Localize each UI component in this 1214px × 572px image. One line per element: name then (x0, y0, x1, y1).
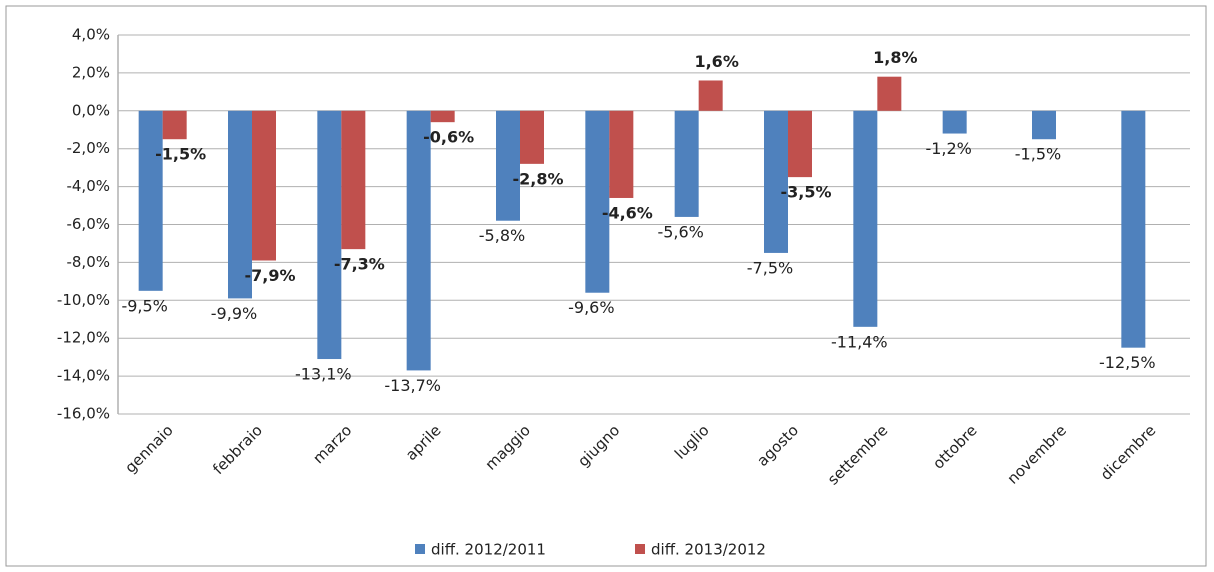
data-label: -3,5% (780, 183, 831, 202)
data-label: -9,5% (121, 296, 167, 315)
bar (520, 110, 544, 164)
data-label: -2,8% (512, 169, 563, 188)
data-label: -5,8% (479, 226, 525, 245)
bar (496, 110, 520, 221)
y-tick-label: -14,0% (57, 367, 110, 385)
data-label: -12,5% (1099, 353, 1156, 372)
data-label: 1,6% (694, 52, 738, 71)
data-label: -11,4% (831, 332, 888, 351)
bar (853, 110, 878, 327)
data-label: -1,5% (1015, 145, 1061, 164)
data-label: -1,2% (925, 139, 971, 158)
bar (1121, 110, 1146, 348)
bar (406, 110, 431, 371)
bar (674, 110, 699, 217)
data-label: -1,5% (155, 145, 206, 164)
y-tick-label: 0,0% (72, 101, 110, 119)
bar (430, 110, 455, 123)
bar (1032, 110, 1056, 140)
bar (252, 110, 276, 261)
y-tick-label: -12,0% (57, 329, 110, 347)
data-label: -4,6% (602, 203, 653, 222)
data-label: -7,9% (244, 266, 295, 285)
data-label: -5,6% (657, 222, 703, 241)
legend-label: diff. 2012/2011 (431, 541, 546, 559)
bar (341, 110, 366, 250)
y-tick-label: 4,0% (72, 26, 110, 44)
y-tick-label: 2,0% (72, 63, 110, 81)
bar (788, 110, 812, 178)
data-label: -13,1% (295, 365, 352, 384)
data-label: -0,6% (423, 128, 474, 147)
y-tick-label: -10,0% (57, 291, 110, 309)
bar (162, 110, 187, 140)
data-label: -9,6% (568, 298, 614, 317)
bar (877, 76, 902, 111)
bar (228, 110, 252, 299)
bar (138, 110, 163, 291)
bar (698, 80, 723, 111)
y-tick-label: -6,0% (66, 215, 110, 233)
data-label: -7,3% (334, 255, 385, 274)
bar (764, 110, 788, 253)
bar (317, 110, 342, 360)
data-label: -13,7% (384, 376, 441, 395)
bar (585, 110, 610, 293)
legend-swatch (635, 544, 645, 554)
y-tick-label: -2,0% (66, 139, 110, 157)
bar (942, 110, 967, 134)
y-tick-label: -8,0% (66, 253, 110, 271)
legend-swatch (415, 544, 425, 554)
data-label: -7,5% (747, 258, 793, 277)
data-label: -9,9% (211, 304, 257, 323)
bar (609, 110, 634, 198)
y-tick-label: -4,0% (66, 177, 110, 195)
data-label: 1,8% (873, 48, 917, 67)
legend-label: diff. 2013/2012 (651, 541, 766, 559)
y-tick-label: -16,0% (57, 405, 110, 423)
